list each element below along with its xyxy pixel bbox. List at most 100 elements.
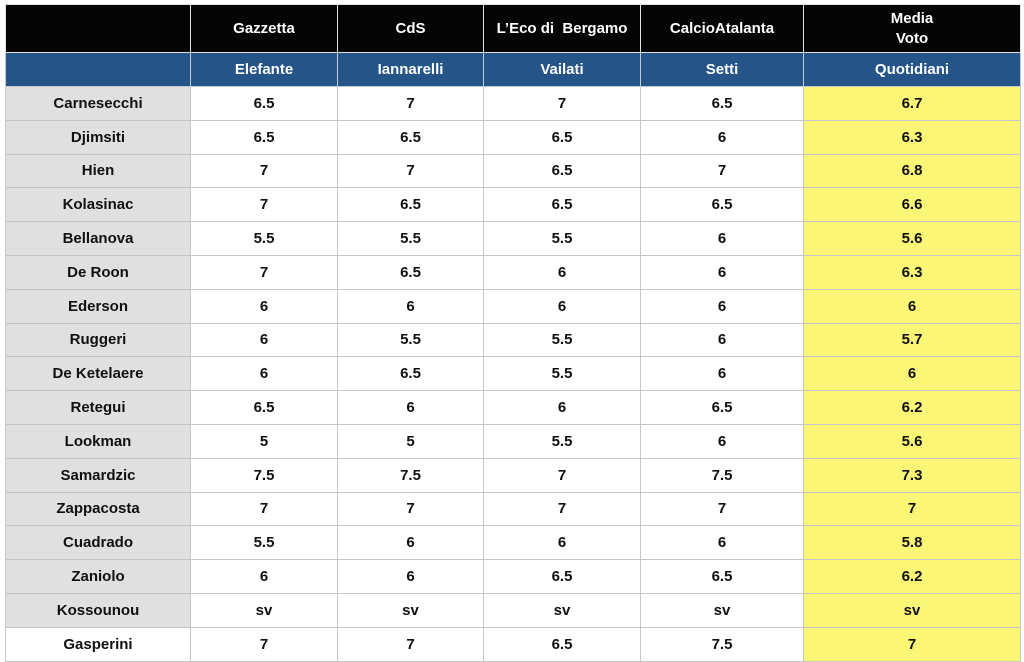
rating-cell: 6 bbox=[337, 390, 484, 425]
rating-cell: 6 bbox=[337, 288, 484, 324]
table-row: Carnesecchi 6.5 7 7 6.5 6.7 bbox=[5, 86, 1021, 121]
rating-cell: 5.5 bbox=[483, 322, 641, 358]
player-name: Ruggeri bbox=[5, 322, 191, 358]
journalist-header-setti: Setti bbox=[640, 52, 804, 87]
media-voto-cell: 6.8 bbox=[803, 153, 1021, 189]
rating-cell: 7 bbox=[337, 491, 484, 527]
table-row: Retegui 6.5 6 6 6.5 6.2 bbox=[5, 390, 1021, 425]
table-row: Ruggeri 6 5.5 5.5 6 5.7 bbox=[5, 322, 1021, 358]
rating-cell: 6.5 bbox=[337, 187, 484, 223]
rating-cell: 6.5 bbox=[483, 626, 641, 662]
rating-cell: 6.5 bbox=[190, 390, 338, 425]
rating-cell: 7 bbox=[640, 491, 804, 527]
rating-cell: 6.5 bbox=[190, 119, 338, 155]
rating-cell: 6 bbox=[190, 322, 338, 358]
rating-cell: sv bbox=[483, 592, 641, 628]
source-header-media-voto: Media Voto bbox=[803, 4, 1021, 53]
sources-header-row: Gazzetta CdS L’Eco di Bergamo CalcioAtal… bbox=[5, 4, 1021, 53]
player-name: Samardzic bbox=[5, 457, 191, 493]
media-voto-cell: 6.3 bbox=[803, 119, 1021, 155]
rating-cell: 7.5 bbox=[640, 626, 804, 662]
rating-cell: 6 bbox=[640, 423, 804, 459]
rating-cell: 6 bbox=[483, 288, 641, 324]
player-name: Retegui bbox=[5, 390, 191, 425]
rating-cell: 6.5 bbox=[483, 559, 641, 594]
rating-cell: 7 bbox=[190, 187, 338, 223]
media-voto-cell: 7 bbox=[803, 491, 1021, 527]
rating-cell: 5.5 bbox=[483, 356, 641, 392]
rating-cell: 6 bbox=[640, 525, 804, 561]
journalist-header-vailati: Vailati bbox=[483, 52, 641, 87]
rating-cell: sv bbox=[337, 592, 484, 628]
media-voto-cell: 6.2 bbox=[803, 559, 1021, 594]
rating-cell: 6 bbox=[190, 559, 338, 594]
table-row: De Ketelaere 6 6.5 5.5 6 6 bbox=[5, 356, 1021, 392]
rating-cell: 5 bbox=[190, 423, 338, 459]
rating-cell: 6 bbox=[640, 119, 804, 155]
table-row: Kolasinac 7 6.5 6.5 6.5 6.6 bbox=[5, 187, 1021, 223]
rating-cell: 7 bbox=[483, 86, 641, 121]
table-row: Gasperini 7 7 6.5 7.5 7 bbox=[5, 626, 1021, 662]
player-name: De Roon bbox=[5, 254, 191, 290]
table-row: Djimsiti 6.5 6.5 6.5 6 6.3 bbox=[5, 119, 1021, 155]
rating-cell: 7.5 bbox=[190, 457, 338, 493]
source-header-calcioatalanta: CalcioAtalanta bbox=[640, 4, 804, 53]
player-name: Bellanova bbox=[5, 221, 191, 256]
rating-cell: 7 bbox=[337, 153, 484, 189]
table-row: Lookman 5 5 5.5 6 5.6 bbox=[5, 423, 1021, 459]
source-header-cds: CdS bbox=[337, 4, 484, 53]
corner-cell-sources bbox=[5, 4, 191, 53]
player-name: De Ketelaere bbox=[5, 356, 191, 392]
table-row: Kossounou sv sv sv sv sv bbox=[5, 592, 1021, 628]
rating-cell: 6 bbox=[640, 254, 804, 290]
player-name: Carnesecchi bbox=[5, 86, 191, 121]
table-body: Carnesecchi 6.5 7 7 6.5 6.7 Djimsiti 6.5 6.5 6.5 6… bbox=[5, 86, 1021, 662]
player-name: Ederson bbox=[5, 288, 191, 324]
rating-cell: 6.5 bbox=[483, 119, 641, 155]
player-name: Lookman bbox=[5, 423, 191, 459]
rating-cell: 6 bbox=[190, 288, 338, 324]
rating-cell: 5.5 bbox=[483, 423, 641, 459]
rating-cell: 6 bbox=[640, 288, 804, 324]
table-row: De Roon 7 6.5 6 6 6.3 bbox=[5, 254, 1021, 290]
rating-cell: 7 bbox=[190, 491, 338, 527]
table-row: Bellanova 5.5 5.5 5.5 6 5.6 bbox=[5, 221, 1021, 256]
media-voto-cell: 6 bbox=[803, 356, 1021, 392]
rating-cell: 6.5 bbox=[483, 153, 641, 189]
rating-cell: 7 bbox=[190, 626, 338, 662]
rating-cell: 7 bbox=[483, 457, 641, 493]
rating-cell: 6 bbox=[190, 356, 338, 392]
rating-cell: 7.5 bbox=[640, 457, 804, 493]
journalist-header-elefante: Elefante bbox=[190, 52, 338, 87]
rating-cell: 7 bbox=[337, 86, 484, 121]
rating-cell: 7 bbox=[483, 491, 641, 527]
table-row: Samardzic 7.5 7.5 7 7.5 7.3 bbox=[5, 457, 1021, 493]
rating-cell: 6.5 bbox=[640, 187, 804, 223]
media-voto-cell: 6 bbox=[803, 288, 1021, 324]
player-name: Zaniolo bbox=[5, 559, 191, 594]
rating-cell: 7 bbox=[640, 153, 804, 189]
rating-cell: 6.5 bbox=[337, 119, 484, 155]
source-header-eco-di-bergamo: L’Eco di Bergamo bbox=[483, 4, 641, 53]
player-name: Hien bbox=[5, 153, 191, 189]
rating-cell: 5.5 bbox=[337, 221, 484, 256]
source-header-gazzetta: Gazzetta bbox=[190, 4, 338, 53]
rating-cell: 6.5 bbox=[190, 86, 338, 121]
table-row: Hien 7 7 6.5 7 6.8 bbox=[5, 153, 1021, 189]
player-name: Kossounou bbox=[5, 592, 191, 628]
rating-cell: 6 bbox=[640, 221, 804, 256]
rating-cell: 6 bbox=[483, 390, 641, 425]
journalist-header-iannarelli: Iannarelli bbox=[337, 52, 484, 87]
media-voto-cell: 7.3 bbox=[803, 457, 1021, 493]
rating-cell: 7 bbox=[190, 254, 338, 290]
media-voto-cell: 5.7 bbox=[803, 322, 1021, 358]
media-voto-cell: 6.7 bbox=[803, 86, 1021, 121]
rating-cell: 6.5 bbox=[640, 559, 804, 594]
media-voto-cell: 6.2 bbox=[803, 390, 1021, 425]
rating-cell: sv bbox=[190, 592, 338, 628]
media-voto-cell: 7 bbox=[803, 626, 1021, 662]
media-voto-cell: 5.6 bbox=[803, 221, 1021, 256]
rating-cell: 6.5 bbox=[640, 86, 804, 121]
rating-cell: 6 bbox=[640, 356, 804, 392]
rating-cell: 6 bbox=[640, 322, 804, 358]
